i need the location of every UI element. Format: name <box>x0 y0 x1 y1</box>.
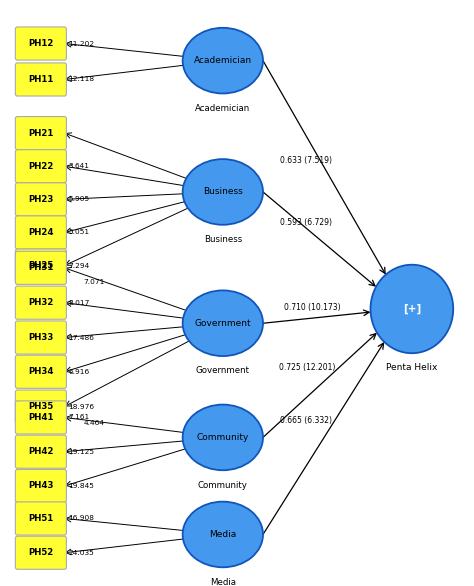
Text: 0.633 (7.519): 0.633 (7.519) <box>280 156 331 165</box>
Text: 4.464: 4.464 <box>83 420 104 426</box>
Text: 7.071: 7.071 <box>83 278 105 285</box>
Text: PH23: PH23 <box>28 195 54 204</box>
Text: PH32: PH32 <box>28 298 54 307</box>
Text: Government: Government <box>196 366 250 376</box>
Text: Media: Media <box>210 578 236 586</box>
Text: Academician: Academician <box>194 56 252 65</box>
FancyBboxPatch shape <box>15 401 66 434</box>
Text: Community: Community <box>197 433 249 442</box>
FancyBboxPatch shape <box>15 183 66 216</box>
Text: 17.486: 17.486 <box>68 335 94 340</box>
Text: 11.202: 11.202 <box>68 40 94 46</box>
FancyBboxPatch shape <box>15 390 66 423</box>
FancyBboxPatch shape <box>15 502 66 535</box>
Text: PH25: PH25 <box>28 261 54 270</box>
Text: Media: Media <box>209 530 237 539</box>
FancyBboxPatch shape <box>15 149 66 183</box>
Text: 3.641: 3.641 <box>68 163 89 169</box>
Text: 0.593 (6.729): 0.593 (6.729) <box>280 217 331 227</box>
Text: Penta Helix: Penta Helix <box>386 363 438 373</box>
Ellipse shape <box>182 502 263 567</box>
Text: PH52: PH52 <box>28 548 54 557</box>
Text: 5.051: 5.051 <box>68 230 90 236</box>
Text: PH33: PH33 <box>28 333 54 342</box>
FancyBboxPatch shape <box>15 27 66 60</box>
Ellipse shape <box>371 265 453 353</box>
Ellipse shape <box>182 28 263 93</box>
Text: PH22: PH22 <box>28 162 54 171</box>
FancyBboxPatch shape <box>15 117 66 149</box>
FancyBboxPatch shape <box>15 286 66 319</box>
Text: 8.017: 8.017 <box>68 299 90 306</box>
Text: PH35: PH35 <box>28 402 54 411</box>
Text: PH21: PH21 <box>28 129 54 138</box>
FancyBboxPatch shape <box>15 469 66 502</box>
Text: 5.905: 5.905 <box>68 196 90 202</box>
Ellipse shape <box>182 404 263 470</box>
Text: 7.294: 7.294 <box>68 263 90 268</box>
Text: PH34: PH34 <box>28 367 54 376</box>
FancyBboxPatch shape <box>15 321 66 354</box>
Text: Government: Government <box>194 319 251 328</box>
Text: 19.125: 19.125 <box>68 449 94 455</box>
Text: Business: Business <box>203 188 243 196</box>
Text: PH11: PH11 <box>28 75 54 84</box>
FancyBboxPatch shape <box>15 249 66 282</box>
Text: Business: Business <box>204 235 242 244</box>
Text: Community: Community <box>198 481 248 489</box>
Text: 0.665 (6.332): 0.665 (6.332) <box>280 416 331 425</box>
Ellipse shape <box>182 159 263 225</box>
Text: 7.161: 7.161 <box>68 414 90 420</box>
Text: PH12: PH12 <box>28 39 54 48</box>
Text: PH31: PH31 <box>28 263 54 272</box>
Text: PH51: PH51 <box>28 514 54 523</box>
FancyBboxPatch shape <box>15 216 66 249</box>
Text: PH42: PH42 <box>28 447 54 456</box>
Text: 18.976: 18.976 <box>68 404 94 410</box>
Text: 12.118: 12.118 <box>68 77 94 83</box>
Text: Academician: Academician <box>195 104 250 113</box>
Ellipse shape <box>182 291 263 356</box>
Text: 6.916: 6.916 <box>68 369 90 375</box>
Text: 0.725 (12.201): 0.725 (12.201) <box>279 363 335 372</box>
FancyBboxPatch shape <box>15 63 66 96</box>
Text: PH43: PH43 <box>28 482 54 490</box>
FancyBboxPatch shape <box>15 536 66 569</box>
Text: 24.035: 24.035 <box>68 550 94 556</box>
FancyBboxPatch shape <box>15 355 66 389</box>
Text: [+]: [+] <box>403 304 421 314</box>
Text: 19.845: 19.845 <box>68 483 94 489</box>
FancyBboxPatch shape <box>15 435 66 468</box>
Text: PH24: PH24 <box>28 228 54 237</box>
Text: 0.710 (10.173): 0.710 (10.173) <box>284 304 341 312</box>
FancyBboxPatch shape <box>15 251 66 284</box>
Text: 16.908: 16.908 <box>68 516 94 522</box>
Text: PH41: PH41 <box>28 413 54 422</box>
